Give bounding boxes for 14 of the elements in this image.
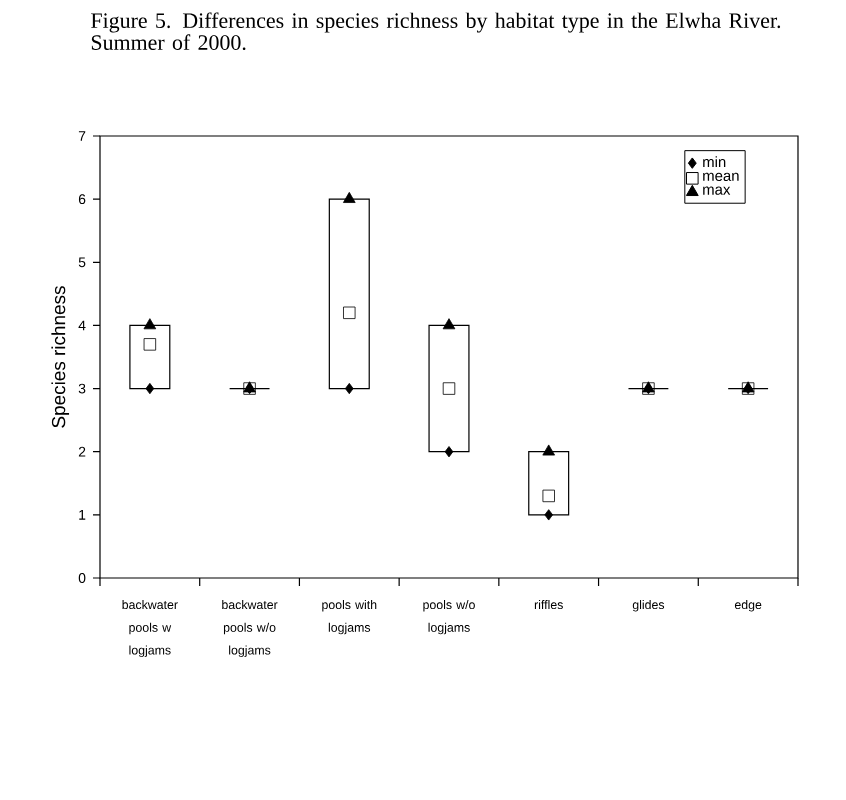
point: [542, 489, 555, 503]
point: [143, 318, 157, 330]
point: [145, 382, 155, 395]
point: [544, 509, 554, 521]
y-axis-title: Species richness: [51, 286, 70, 428]
point: [344, 382, 354, 395]
point: [542, 444, 555, 456]
chart-title: Figure 5. Differences in species richness by habitat type in the Elwha River. Summer of 2000.: [91, 12, 781, 51]
point: [442, 382, 456, 395]
point: [442, 318, 456, 330]
point: [342, 191, 356, 203]
point: [343, 306, 356, 319]
point: [143, 338, 157, 351]
point: [444, 446, 454, 458]
